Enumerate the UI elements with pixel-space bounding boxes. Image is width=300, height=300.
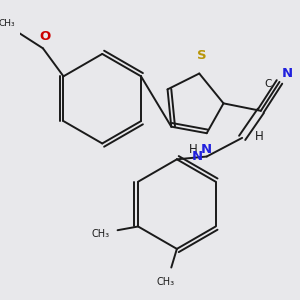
Text: N: N: [281, 67, 292, 80]
Text: N: N: [201, 142, 212, 155]
Text: N: N: [192, 150, 203, 163]
Text: CH₃: CH₃: [0, 19, 15, 28]
Text: CH₃: CH₃: [157, 277, 175, 287]
Text: H: H: [189, 142, 197, 156]
Text: H: H: [255, 130, 264, 142]
Text: O: O: [39, 30, 50, 43]
Text: S: S: [197, 49, 207, 62]
Text: C: C: [265, 79, 272, 89]
Text: CH₃: CH₃: [92, 229, 110, 239]
